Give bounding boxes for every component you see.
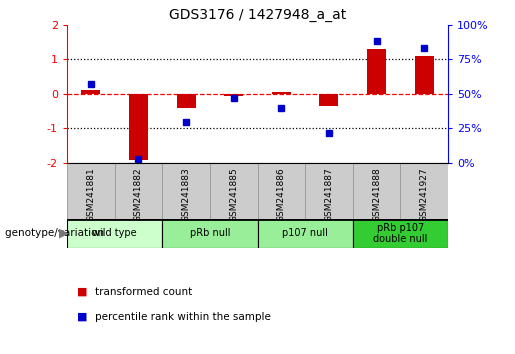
Bar: [305, 163, 353, 219]
Text: pRb null: pRb null: [190, 228, 230, 238]
Text: transformed count: transformed count: [95, 287, 193, 297]
Bar: [81, 91, 100, 94]
Bar: [415, 56, 434, 94]
Text: ▶: ▶: [59, 227, 69, 240]
Text: ■: ■: [77, 312, 88, 322]
Text: genotype/variation: genotype/variation: [5, 228, 108, 238]
Bar: [177, 94, 196, 108]
Text: GSM241883: GSM241883: [182, 167, 191, 222]
Text: GSM241882: GSM241882: [134, 167, 143, 222]
Text: wild type: wild type: [92, 228, 137, 238]
Bar: [258, 219, 353, 248]
Bar: [162, 219, 258, 248]
Text: p107 null: p107 null: [282, 228, 328, 238]
Bar: [258, 163, 305, 219]
Bar: [67, 163, 115, 219]
Text: percentile rank within the sample: percentile rank within the sample: [95, 312, 271, 322]
Bar: [353, 219, 448, 248]
Bar: [129, 94, 148, 160]
Text: GSM241885: GSM241885: [229, 167, 238, 222]
Text: pRb p107
double null: pRb p107 double null: [373, 223, 427, 244]
Text: GSM241927: GSM241927: [420, 167, 428, 222]
Bar: [224, 94, 243, 96]
Bar: [272, 92, 291, 94]
Text: GSM241881: GSM241881: [87, 167, 95, 222]
Bar: [367, 49, 386, 94]
Bar: [401, 163, 448, 219]
Text: GSM241886: GSM241886: [277, 167, 286, 222]
Bar: [67, 219, 162, 248]
Bar: [353, 163, 401, 219]
Bar: [210, 163, 258, 219]
Bar: [319, 94, 338, 106]
Bar: [114, 163, 162, 219]
Text: GSM241887: GSM241887: [324, 167, 333, 222]
Text: ■: ■: [77, 287, 88, 297]
Title: GDS3176 / 1427948_a_at: GDS3176 / 1427948_a_at: [169, 8, 346, 22]
Bar: [162, 163, 210, 219]
Text: GSM241888: GSM241888: [372, 167, 381, 222]
